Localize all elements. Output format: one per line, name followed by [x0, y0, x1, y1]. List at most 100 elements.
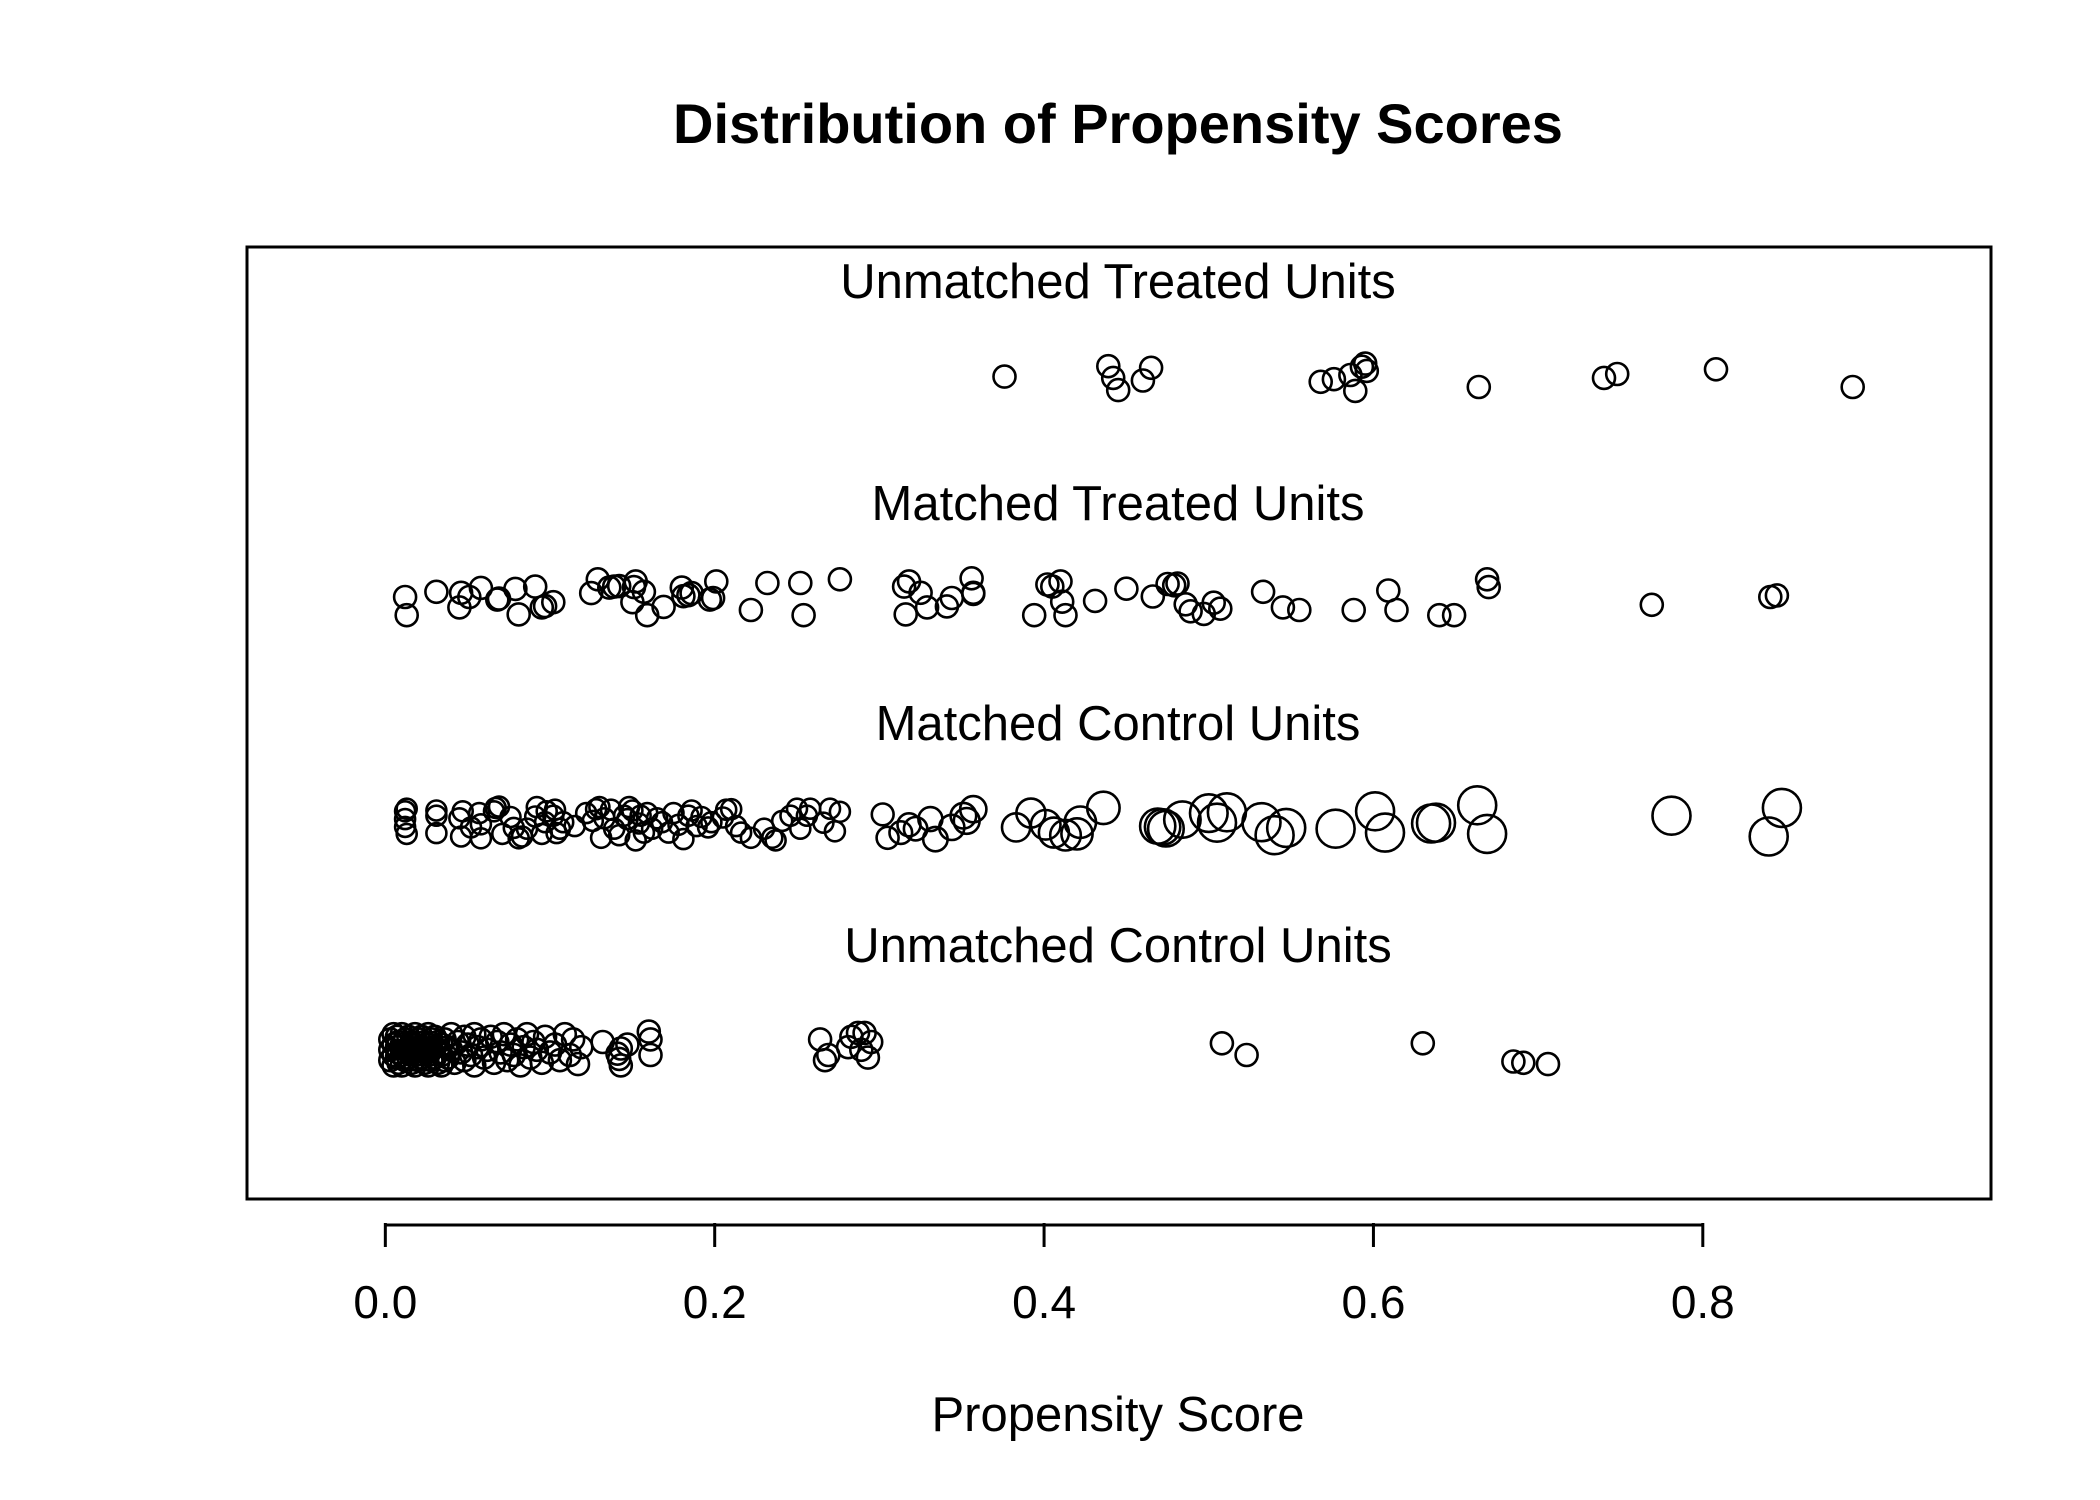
data-point — [506, 602, 532, 627]
data-point — [960, 580, 986, 606]
data-point — [958, 794, 988, 824]
x-tick-label: 0.2 — [683, 1276, 747, 1328]
data-point — [1201, 590, 1226, 616]
data-point — [662, 801, 685, 825]
data-point — [1639, 592, 1665, 618]
data-point — [469, 812, 493, 836]
data-point — [1165, 571, 1190, 596]
data-point — [394, 602, 420, 628]
data-point — [468, 575, 494, 601]
data-point — [1349, 354, 1375, 380]
data-point — [1143, 807, 1182, 846]
data-point — [1053, 602, 1078, 628]
data-point — [700, 585, 726, 611]
data-point — [624, 829, 648, 852]
data-point — [503, 576, 528, 602]
data-point — [1114, 576, 1139, 602]
data-point — [1466, 813, 1508, 855]
data-point — [949, 801, 978, 830]
data-point — [1085, 790, 1121, 826]
series-2-points — [393, 784, 1803, 857]
data-point — [1096, 353, 1121, 379]
data-point — [888, 819, 914, 846]
data-point — [724, 814, 748, 838]
data-point — [1511, 1050, 1536, 1076]
data-point — [1250, 579, 1276, 605]
data-point — [1100, 365, 1126, 391]
data-point — [908, 580, 933, 606]
x-tick-label: 0.8 — [1671, 1276, 1735, 1328]
data-point — [461, 1021, 487, 1047]
data-point — [1130, 368, 1156, 393]
data-point — [395, 797, 419, 821]
chart-title: Distribution of Propensity Scores — [673, 92, 1563, 155]
data-point — [1761, 787, 1803, 829]
data-point — [787, 570, 813, 596]
data-point — [1265, 807, 1307, 849]
data-point — [788, 817, 812, 841]
data-point — [1840, 374, 1865, 400]
points-layer — [377, 351, 1865, 1078]
group-labels: Unmatched Treated Units Matched Treated U… — [840, 255, 1396, 973]
x-tick-label: 0.0 — [353, 1276, 417, 1328]
data-point — [1764, 583, 1790, 608]
data-point — [1049, 589, 1075, 615]
data-point — [755, 570, 780, 596]
data-point — [1196, 802, 1238, 844]
data-point — [395, 822, 419, 846]
data-point — [959, 565, 984, 591]
data-point — [1029, 808, 1062, 841]
data-point — [1501, 1049, 1526, 1074]
data-point — [827, 566, 853, 592]
x-tick-label: 0.6 — [1341, 1276, 1405, 1328]
data-point — [645, 806, 669, 830]
data-point — [1178, 598, 1203, 624]
data-point — [1048, 569, 1073, 594]
data-point — [590, 1029, 616, 1055]
data-point — [1651, 795, 1692, 837]
data-point — [551, 810, 575, 834]
group-label-3: Unmatched Control Units — [844, 919, 1391, 973]
data-point — [560, 1027, 586, 1052]
data-point — [738, 597, 764, 623]
data-point — [719, 797, 743, 821]
data-point — [425, 821, 448, 845]
data-point — [1748, 816, 1789, 857]
data-point — [392, 584, 418, 610]
group-label-2: Matched Control Units — [876, 697, 1361, 751]
data-point — [891, 574, 917, 599]
data-point — [1234, 1042, 1259, 1068]
data-point — [494, 1047, 520, 1073]
data-point — [1341, 597, 1366, 623]
data-point — [791, 602, 816, 628]
data-point — [1466, 374, 1492, 400]
series-1-points — [392, 565, 1790, 628]
data-point — [672, 827, 695, 851]
data-point — [764, 829, 787, 852]
x-tick-label: 0.4 — [1012, 1276, 1076, 1328]
data-point — [992, 364, 1017, 389]
data-point — [638, 1027, 663, 1052]
data-point — [1105, 377, 1131, 403]
data-point — [703, 569, 729, 594]
data-point — [1604, 361, 1630, 387]
plot-frame — [245, 245, 1993, 1201]
data-point — [1287, 597, 1312, 623]
data-point — [651, 594, 676, 620]
data-point — [1410, 1031, 1436, 1056]
data-point — [608, 1036, 634, 1061]
data-point — [760, 826, 784, 850]
data-point — [1188, 792, 1229, 834]
data-point — [606, 573, 632, 599]
data-point — [540, 589, 566, 615]
data-point — [1441, 602, 1467, 628]
data-point — [565, 1051, 591, 1077]
data-point — [1021, 602, 1047, 628]
data-point — [893, 602, 919, 627]
data-point — [1343, 378, 1368, 404]
data-point — [914, 595, 940, 620]
data-point — [845, 1020, 871, 1046]
data-point — [638, 1042, 663, 1068]
data-point — [1270, 595, 1296, 620]
data-point — [578, 580, 604, 606]
